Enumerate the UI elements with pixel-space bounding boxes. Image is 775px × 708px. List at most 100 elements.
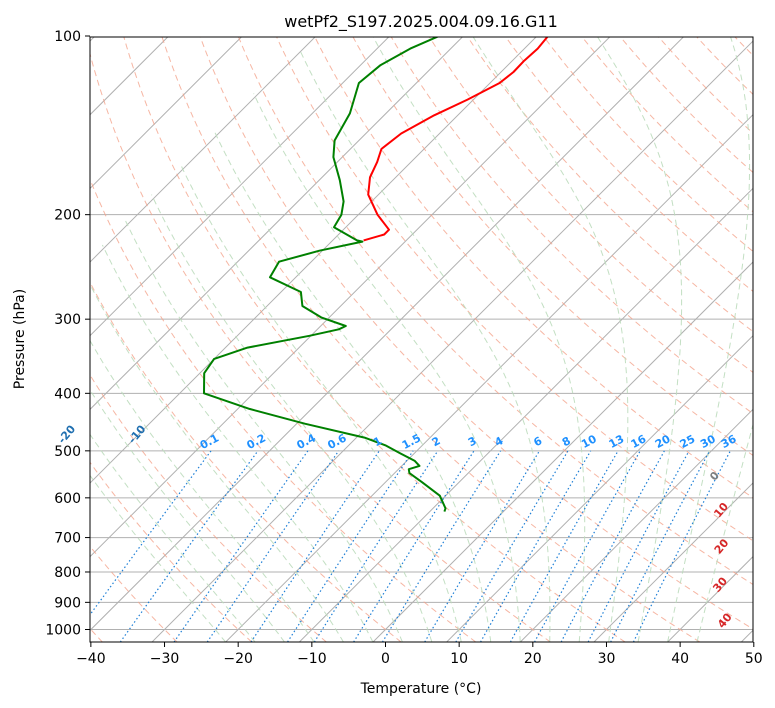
moist-adiabat-line <box>151 194 433 642</box>
background-lines <box>90 37 753 642</box>
isotherm-line <box>90 37 390 337</box>
mixing-ratio-label: 10 <box>579 432 599 451</box>
y-tick-label: 100 <box>54 29 81 45</box>
moist-adiabat-line <box>90 339 315 642</box>
isotherm-line <box>90 37 243 190</box>
isotherm-line <box>593 482 753 642</box>
x-tick-label: 50 <box>745 651 763 667</box>
moist-adiabat-label: 30 <box>710 574 730 594</box>
y-axis-ticks: 100 200 300 400 500 600 700 800 900 1000 <box>45 29 90 639</box>
x-tick-label: 0 <box>381 651 390 667</box>
mixing-ratio-line <box>173 450 309 642</box>
mixing-ratio-line <box>381 450 502 642</box>
dry-adiabat-line <box>505 37 753 292</box>
mixing-ratio-label: 0.1 <box>198 431 221 452</box>
mixing-ratio-line <box>455 450 569 642</box>
moist-adiabat-line <box>125 220 403 642</box>
dry-adiabat-line <box>90 281 402 642</box>
profile-lines <box>203 37 549 512</box>
inline-labels: 0.10.20.40.611.52346810131620253036-100-… <box>55 422 739 630</box>
dry-adiabat-line <box>390 37 753 415</box>
dry-adiabat-line <box>276 37 753 542</box>
isotherm-line <box>446 334 753 642</box>
x-tick-label: 30 <box>598 651 616 667</box>
x-tick-label: −30 <box>150 651 180 667</box>
x-tick-label: 20 <box>524 651 542 667</box>
moist-adiabat-label: 40 <box>715 610 735 630</box>
dry-adiabat-line <box>199 37 753 630</box>
mixing-ratio-line <box>90 450 212 616</box>
mixing-ratio-label: 16 <box>629 432 649 451</box>
moist-adiabat-line <box>597 37 683 642</box>
dry-adiabat-label: -20 <box>55 422 78 446</box>
isotherm-line <box>372 261 753 642</box>
dry-adiabat-line <box>696 37 753 95</box>
dry-adiabat-line <box>314 37 753 499</box>
mixing-ratio-line <box>353 450 475 642</box>
moist-adiabat-line <box>696 422 753 642</box>
isotherm-line <box>151 40 753 642</box>
temperature-profile-line <box>363 37 549 242</box>
dry-adiabat-line <box>352 37 753 456</box>
y-tick-label: 900 <box>54 595 81 611</box>
moist-adiabat-line <box>667 37 751 642</box>
y-tick-label: 500 <box>54 444 81 460</box>
mixing-ratio-label: 36 <box>719 432 739 451</box>
mixing-ratio-line <box>313 450 439 642</box>
dry-adiabat-line <box>467 37 753 333</box>
mixing-ratio-line <box>119 450 259 642</box>
moist-adiabat-label: 10 <box>711 500 731 520</box>
y-tick-label: 700 <box>54 531 81 547</box>
dry-adiabat-line <box>237 37 753 586</box>
moist-adiabat-line <box>472 37 629 642</box>
dry-adiabat-line <box>90 374 327 642</box>
mixing-ratio-label: 30 <box>698 432 718 451</box>
moist-adiabat-line <box>90 283 344 642</box>
dry-adiabat-line <box>581 37 753 213</box>
y-tick-label: 600 <box>54 491 81 507</box>
mixing-ratio-line <box>479 450 592 642</box>
dry-adiabat-line <box>619 37 753 174</box>
isotherm-line <box>90 37 464 411</box>
isotherm-line <box>90 37 537 484</box>
mixing-ratio-label: 20 <box>653 432 673 451</box>
mixing-ratio-label: 6 <box>531 434 544 449</box>
mixing-ratio-line <box>533 450 641 642</box>
chart-title: wetPf2_S197.2025.004.09.16.G11 <box>284 12 558 32</box>
isotherm-line <box>90 37 685 632</box>
mixing-ratio-label: 1 <box>371 434 384 449</box>
dry-adiabat-line <box>123 37 626 642</box>
dewpoint-profile-line <box>203 37 447 512</box>
dry-adiabat-line <box>90 52 551 642</box>
moist-adiabat-line <box>180 164 462 642</box>
isotherm-line <box>519 408 753 642</box>
y-tick-label: 400 <box>54 386 81 402</box>
moist-adiabat-line <box>101 244 374 642</box>
x-tick-label: −20 <box>223 651 253 667</box>
moist-adiabat-line <box>90 389 285 642</box>
mixing-ratio-label: 1.5 <box>400 431 423 452</box>
moist-adiabat-line <box>90 474 226 642</box>
mixing-ratio-label: 13 <box>607 432 627 451</box>
moist-adiabat-line <box>90 433 256 642</box>
moist-adiabat-label: 20 <box>712 536 732 556</box>
x-axis-ticks: −40 −30 −20 −10 0 10 20 30 40 50 <box>76 642 763 667</box>
y-axis-label: Pressure (hPa) <box>12 289 28 389</box>
mixing-ratio-line <box>587 450 690 642</box>
y-tick-label: 800 <box>54 565 81 581</box>
mixing-ratio-label: 25 <box>678 432 698 451</box>
mixing-ratio-label: 8 <box>560 434 573 449</box>
x-tick-label: 40 <box>671 651 689 667</box>
dry-adiabat-line <box>161 37 701 642</box>
mixing-ratio-label: 0.4 <box>295 431 319 452</box>
mixing-ratio-line <box>560 450 665 642</box>
moist-adiabat-line <box>214 131 492 642</box>
plot-frame <box>89 36 754 643</box>
mixing-ratio-line <box>424 450 541 642</box>
moist-adiabat-line <box>298 48 551 642</box>
isotherm-line <box>90 37 316 263</box>
x-axis-label: Temperature (°C) <box>360 681 482 697</box>
moist-adiabat-line <box>372 37 586 642</box>
